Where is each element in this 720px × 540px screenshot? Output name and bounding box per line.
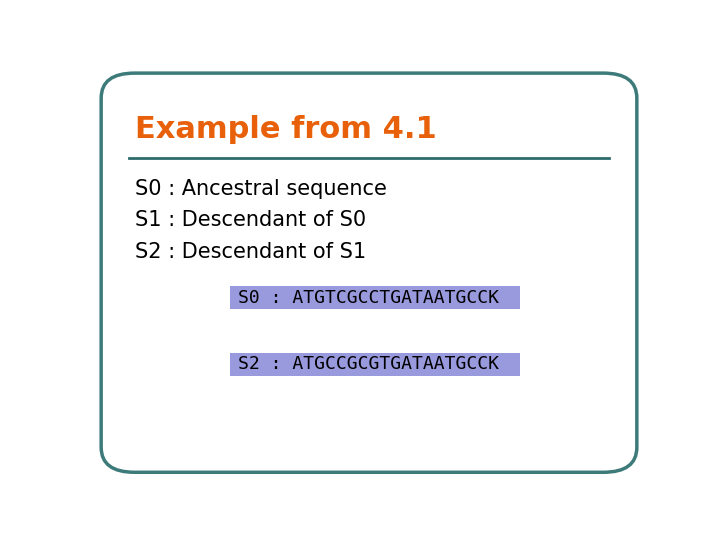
Text: S1 : Descendant of S0: S1 : Descendant of S0 <box>135 210 366 231</box>
Text: Example from 4.1: Example from 4.1 <box>135 114 436 144</box>
FancyBboxPatch shape <box>230 286 520 309</box>
Text: S0 : ATGTCGCCTGATAATGCCK: S0 : ATGTCGCCTGATAATGCCK <box>238 289 499 307</box>
Text: S2 : Descendant of S1: S2 : Descendant of S1 <box>135 241 366 261</box>
FancyBboxPatch shape <box>230 353 520 376</box>
Text: S2 : ATGCCGCGTGATAATGCCK: S2 : ATGCCGCGTGATAATGCCK <box>238 355 499 373</box>
Text: S0 : Ancestral sequence: S0 : Ancestral sequence <box>135 179 387 199</box>
FancyBboxPatch shape <box>101 73 637 472</box>
